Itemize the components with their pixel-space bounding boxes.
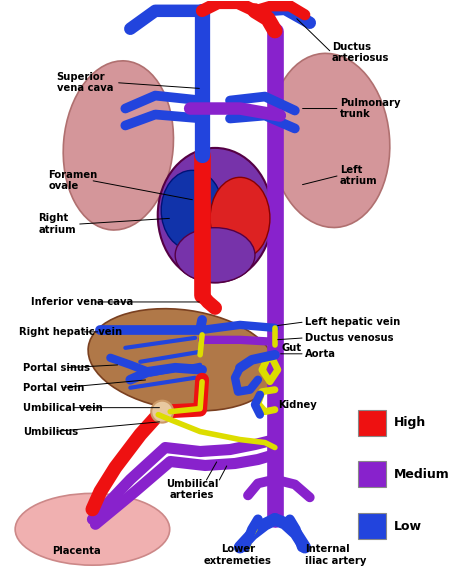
Ellipse shape: [210, 177, 270, 259]
Text: Placenta: Placenta: [53, 546, 101, 556]
Ellipse shape: [63, 61, 173, 230]
Text: Foramen
ovale: Foramen ovale: [48, 169, 98, 191]
Text: Right
atrium: Right atrium: [38, 213, 76, 235]
FancyBboxPatch shape: [358, 461, 385, 487]
Text: Gut: Gut: [282, 343, 302, 353]
Text: Medium: Medium: [393, 468, 449, 481]
Ellipse shape: [175, 228, 255, 282]
Ellipse shape: [88, 309, 276, 411]
Ellipse shape: [270, 54, 390, 228]
Text: Low: Low: [393, 520, 421, 533]
Ellipse shape: [151, 401, 173, 423]
Text: Kidney: Kidney: [278, 400, 317, 410]
Text: Umbilical
arteries: Umbilical arteries: [166, 479, 219, 500]
Ellipse shape: [15, 494, 170, 565]
FancyBboxPatch shape: [358, 513, 385, 539]
FancyBboxPatch shape: [358, 410, 385, 435]
Text: Inferior vena cava: Inferior vena cava: [31, 297, 133, 307]
Text: Ductus venosus: Ductus venosus: [305, 333, 393, 343]
Text: Portal sinus: Portal sinus: [23, 363, 90, 373]
Text: Aorta: Aorta: [305, 349, 336, 359]
Text: Ductus
arteriosus: Ductus arteriosus: [332, 42, 389, 63]
Text: Umbilical vein: Umbilical vein: [23, 403, 102, 412]
Ellipse shape: [158, 148, 273, 282]
Text: Portal vein: Portal vein: [23, 382, 84, 393]
Text: High: High: [393, 416, 426, 429]
Text: Pulmonary
trunk: Pulmonary trunk: [340, 98, 400, 119]
Text: Lower
extremeties: Lower extremeties: [204, 544, 272, 566]
Ellipse shape: [161, 170, 223, 250]
Text: Umbilicus: Umbilicus: [23, 427, 78, 437]
Text: Right hepatic vein: Right hepatic vein: [18, 327, 122, 337]
Text: Left
atrium: Left atrium: [340, 165, 377, 186]
Text: Superior
vena cava: Superior vena cava: [56, 72, 113, 93]
Text: Internal
iliac artery: Internal iliac artery: [305, 544, 366, 566]
Text: Left hepatic vein: Left hepatic vein: [305, 317, 400, 327]
